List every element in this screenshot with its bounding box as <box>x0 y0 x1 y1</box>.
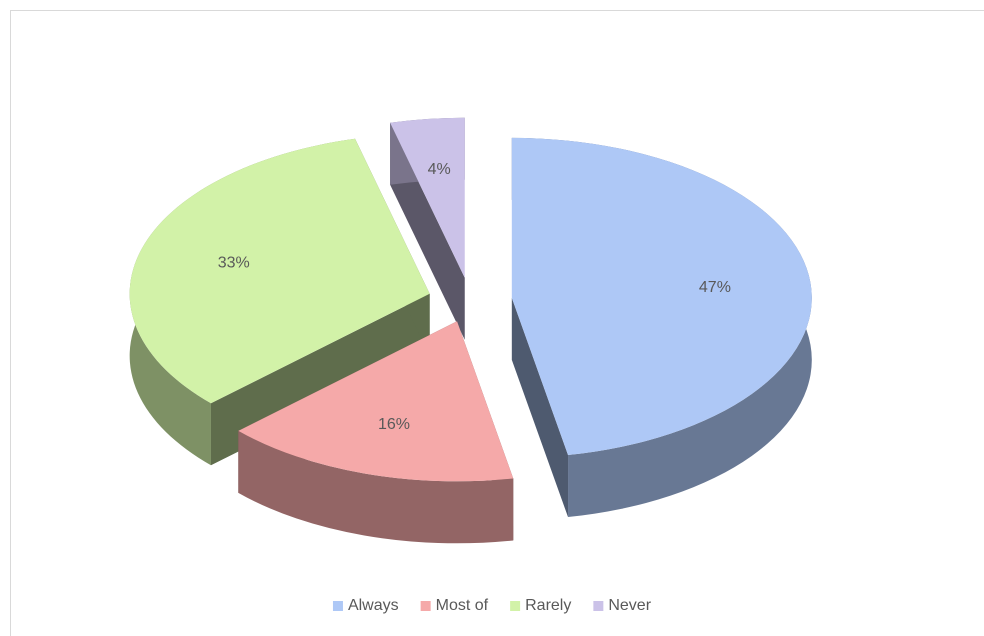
slice-cut-side <box>511 297 569 518</box>
slice-top <box>390 117 465 278</box>
slice-outer-side <box>238 430 514 544</box>
legend-swatch <box>510 601 521 611</box>
data-label: 47% <box>699 279 731 296</box>
slice-top <box>511 137 812 456</box>
legend-label: Most of <box>436 597 489 614</box>
legend-swatch <box>332 601 343 611</box>
slice-top <box>238 321 514 482</box>
data-label: 33% <box>218 255 250 272</box>
slice <box>238 321 514 544</box>
legend-swatch <box>420 601 431 611</box>
slice <box>390 117 465 340</box>
legend-label: Never <box>608 597 651 614</box>
legend-label: Always <box>348 597 399 614</box>
data-label: 4% <box>428 161 451 178</box>
data-label: 16% <box>378 416 410 433</box>
legend-label: Rarely <box>525 597 571 614</box>
slice-top <box>129 138 430 404</box>
legend-swatch <box>593 601 604 611</box>
slice <box>511 137 812 518</box>
